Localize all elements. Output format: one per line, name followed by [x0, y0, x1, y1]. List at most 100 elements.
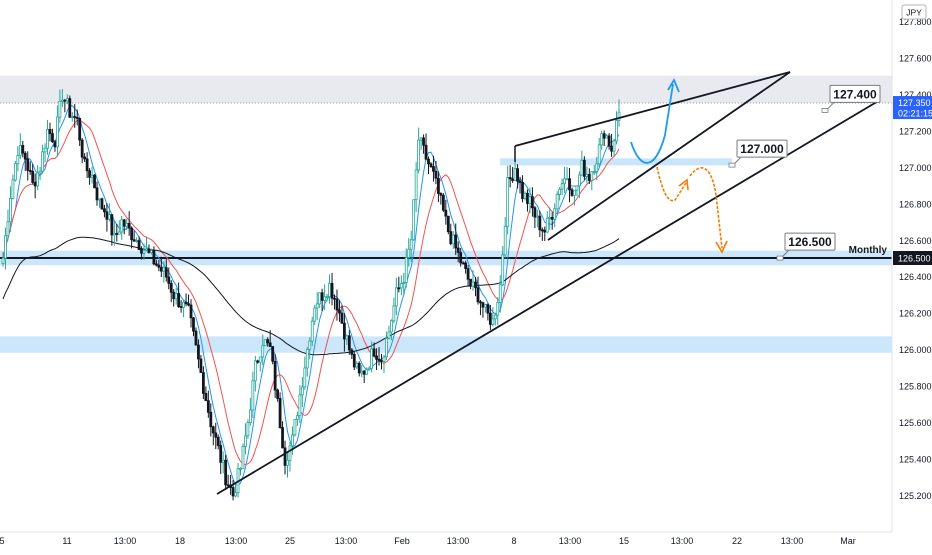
candle-body — [335, 298, 339, 311]
candle-body — [63, 99, 67, 102]
candle-body — [390, 320, 393, 333]
candle-body — [162, 267, 166, 272]
candle-body — [362, 370, 366, 375]
candle-body — [23, 152, 27, 160]
candle-body — [414, 169, 418, 201]
annotation-anchor — [776, 255, 784, 261]
candle-body — [318, 292, 322, 305]
bearish-arrow-path-1 — [656, 166, 687, 202]
candle-body — [357, 362, 361, 374]
candle-body — [590, 171, 594, 181]
candle-body — [164, 267, 168, 278]
price-tick-label: 126.800 — [899, 199, 932, 209]
candle-body — [553, 208, 557, 220]
candle-body — [150, 250, 153, 253]
candle-body — [325, 296, 329, 298]
candle-body — [610, 145, 613, 152]
candle-body — [439, 193, 443, 196]
candle-body — [313, 307, 317, 322]
candle-body — [308, 340, 312, 350]
price-callout-box — [829, 84, 881, 103]
time-tick-label: Feb — [394, 536, 410, 546]
candle-body — [214, 432, 218, 438]
candle-body — [152, 250, 156, 265]
price-tick-label: 127.400 — [899, 90, 932, 100]
candle-body — [256, 360, 260, 363]
price-callout-box — [784, 232, 836, 251]
candle-body — [432, 166, 435, 172]
monthly-price-label: 126.500 — [898, 254, 931, 264]
price-tick-label: 127.000 — [899, 163, 932, 173]
candle-body — [399, 283, 403, 289]
candle-body — [251, 380, 255, 411]
candle-body — [516, 168, 519, 182]
candle-body — [382, 356, 386, 362]
candle-body — [434, 170, 438, 179]
candle-body — [258, 356, 262, 363]
candle-body — [241, 445, 245, 469]
annotations-layer: 127.400 127.000 126.500 — [728, 84, 881, 261]
candle-body — [481, 302, 485, 308]
candle-body — [595, 163, 599, 172]
candle-body — [491, 318, 495, 325]
candle-body — [548, 216, 552, 219]
candle-body — [466, 268, 470, 280]
candle-body — [93, 174, 96, 189]
candle-body — [103, 208, 106, 213]
candle-body — [201, 372, 205, 394]
candle-body — [204, 393, 208, 402]
candle-body — [206, 400, 210, 413]
candle-body — [38, 170, 42, 174]
zone-126000 — [0, 336, 892, 353]
price-tick-label: 125.200 — [899, 491, 932, 501]
candle-body — [513, 168, 517, 181]
candle-body — [125, 222, 129, 227]
candle-body — [340, 312, 344, 324]
time-tick-label: 13:00 — [559, 536, 582, 546]
candle-body — [422, 137, 425, 146]
candle-body — [253, 360, 257, 382]
candle-body — [154, 263, 158, 266]
candle-body — [474, 281, 477, 289]
candle-body — [607, 135, 611, 147]
candle-body — [394, 287, 398, 307]
candle-body — [528, 196, 532, 204]
candle-body — [365, 369, 369, 375]
candle-body — [526, 192, 529, 204]
candle-body — [511, 178, 515, 181]
candle-body — [172, 291, 176, 300]
candle-body — [350, 349, 354, 355]
candle-body — [9, 197, 12, 223]
candle-body — [424, 144, 428, 160]
candle-body — [226, 484, 230, 487]
bar-countdown-label: 02:21:15 — [898, 109, 932, 119]
candle-body — [21, 145, 25, 154]
candle-body — [184, 301, 188, 305]
candle-body — [31, 170, 35, 183]
candle-body — [578, 174, 581, 187]
candle-body — [157, 264, 161, 268]
candle-body — [486, 304, 490, 314]
candle-body — [355, 362, 359, 368]
candle-body — [521, 182, 524, 199]
candle-body — [278, 398, 282, 428]
candle-body — [555, 194, 559, 210]
candle-body — [543, 229, 547, 233]
candle-body — [342, 322, 346, 340]
candle-body — [459, 252, 463, 264]
candle-body — [174, 293, 178, 300]
candle-body — [409, 239, 413, 250]
candle-body — [558, 188, 562, 195]
candle-body — [6, 221, 10, 237]
candle-body — [375, 355, 378, 360]
candle-body — [16, 155, 20, 165]
candle-body — [159, 266, 163, 272]
candle-body — [18, 145, 22, 156]
candle-body — [187, 303, 190, 306]
candle-body — [498, 284, 502, 303]
candle-body — [132, 239, 136, 242]
candle-body — [100, 198, 104, 210]
